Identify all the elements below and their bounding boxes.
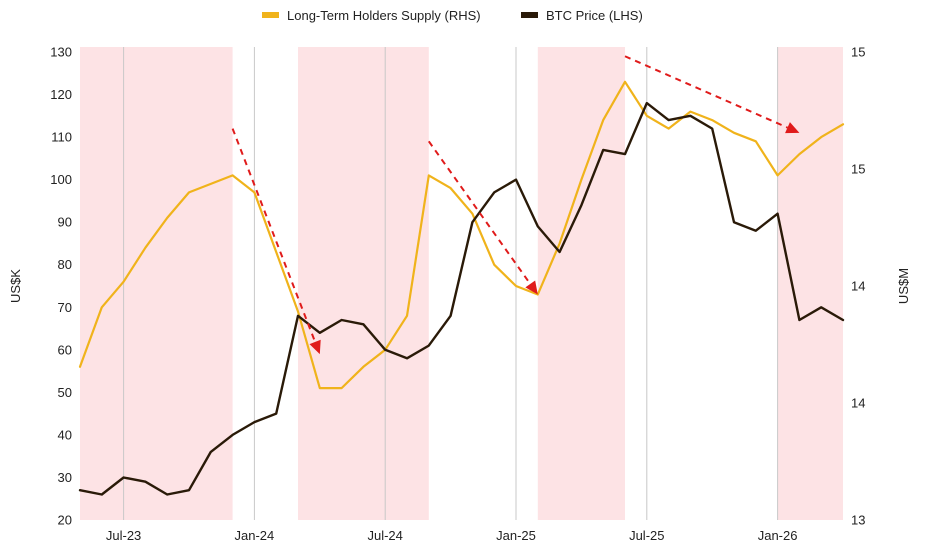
y-left-tick-label: 40	[58, 427, 72, 442]
y-right-axis-title: US$M	[896, 268, 911, 304]
trend-arrow-1	[231, 128, 317, 343]
shaded-period	[298, 47, 429, 520]
y-left-axis-title: US$K	[8, 269, 23, 303]
legend-entry: Long-Term Holders Supply (RHS)	[287, 8, 481, 23]
vertical-gridlines	[123, 47, 779, 520]
shaded-period	[80, 47, 233, 520]
trend-arrow-2	[427, 140, 532, 285]
axes: 20 30 40 50 60 70 80 90 100 110 120 130 13 14 14 15 15 Ju…	[8, 45, 911, 544]
shaded-period	[537, 47, 625, 520]
x-tick-label: Jan-25	[496, 528, 536, 543]
trend-arrow-3	[624, 55, 788, 129]
x-tick-label: Jul-24	[367, 528, 402, 543]
y-right-tick-label: 13	[851, 513, 865, 528]
y-right-tick-label: 14	[851, 396, 865, 411]
y-left-tick-label: 100	[50, 172, 72, 187]
y-left-tick-label: 50	[58, 385, 72, 400]
series-line-btc-price	[78, 101, 845, 496]
x-tick-label: Jul-25	[629, 528, 664, 543]
shaded-period	[777, 47, 843, 520]
y-left-tick-label: 130	[50, 45, 72, 60]
y-left-tick-label: 60	[58, 342, 72, 357]
x-tick-label: Jul-23	[106, 528, 141, 543]
y-right-tick-label: 15	[851, 45, 865, 60]
y-left-tick-label: 70	[58, 300, 72, 315]
trend-arrow-head-3	[785, 122, 800, 134]
y-left-tick-label: 20	[58, 513, 72, 528]
legend-entry: BTC Price (LHS)	[546, 8, 643, 23]
y-left-tick-label: 120	[50, 87, 72, 102]
y-right-tick-label: 15	[851, 162, 865, 177]
legend-swatch	[262, 12, 279, 18]
trend-arrow-head-1	[309, 339, 321, 355]
legend-swatch	[521, 12, 538, 18]
series-lines	[78, 80, 845, 496]
y-left-tick-label: 90	[58, 215, 72, 230]
y-right-tick-label: 14	[851, 279, 865, 294]
shaded-periods	[80, 47, 843, 520]
x-tick-label: Jan-24	[235, 528, 275, 543]
y-left-tick-label: 30	[58, 470, 72, 485]
y-left-tick-label: 110	[51, 130, 72, 145]
trend-arrows	[231, 55, 800, 355]
y-left-tick-label: 80	[58, 257, 72, 272]
legend: Long-Term Holders Supply (RHS) BTC Price …	[262, 8, 643, 23]
series-line-lth-supply	[78, 80, 845, 390]
trend-arrow-head-2	[525, 280, 538, 295]
x-tick-label: Jan-26	[758, 528, 798, 543]
